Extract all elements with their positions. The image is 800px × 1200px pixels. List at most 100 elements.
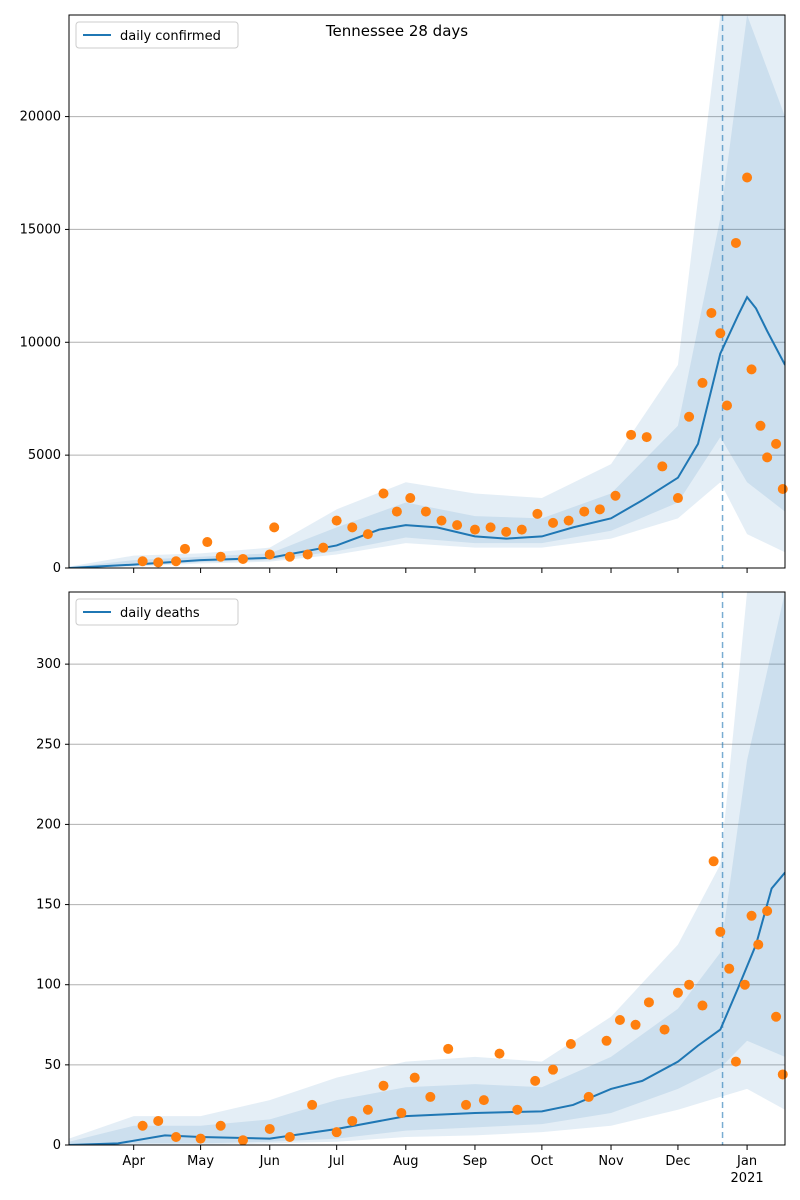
- data-point: [684, 979, 695, 990]
- data-point: [594, 504, 605, 515]
- figure-title: Tennessee 28 days: [325, 22, 468, 40]
- data-point: [708, 856, 719, 867]
- data-point: [512, 1104, 523, 1115]
- y-tick-label: 50: [44, 1058, 61, 1073]
- x-tick-label: Sep: [463, 1154, 488, 1169]
- data-point: [362, 529, 373, 540]
- data-point: [378, 1080, 389, 1091]
- data-point: [626, 429, 637, 440]
- data-point: [777, 1069, 788, 1080]
- y-tick-label: 100: [36, 978, 61, 993]
- x-tick-label: Apr: [122, 1154, 145, 1169]
- data-point: [730, 237, 741, 248]
- y-tick-label: 0: [53, 1138, 61, 1153]
- data-point: [742, 172, 753, 183]
- y-tick-label: 20000: [20, 110, 61, 125]
- plot-frame: [68, 14, 786, 569]
- y-tick-label: 5000: [28, 448, 61, 463]
- data-point: [659, 1024, 670, 1035]
- legend-label: daily deaths: [120, 606, 200, 621]
- data-point: [706, 307, 717, 318]
- data-point: [307, 1099, 318, 1110]
- data-point: [697, 1000, 708, 1011]
- data-point: [724, 963, 735, 974]
- data-point: [762, 452, 773, 463]
- data-point: [563, 515, 574, 526]
- data-point: [614, 1014, 625, 1025]
- data-point: [153, 1115, 164, 1126]
- x-tick-label: Nov: [598, 1154, 624, 1169]
- data-point: [420, 506, 431, 517]
- data-point: [610, 490, 621, 501]
- data-point: [641, 432, 652, 443]
- x-tick-label: Oct: [531, 1154, 553, 1169]
- data-point: [715, 328, 726, 339]
- data-point: [391, 506, 402, 517]
- data-point: [684, 411, 695, 422]
- data-point: [771, 1011, 782, 1022]
- legend-box: [75, 598, 239, 626]
- x-tick-label: Dec: [665, 1154, 690, 1169]
- data-point: [530, 1075, 541, 1086]
- y-tick-label: 10000: [20, 335, 61, 350]
- data-point: [771, 438, 782, 449]
- y-tick-label: 0: [53, 561, 61, 576]
- data-point: [215, 1120, 226, 1131]
- data-point: [331, 1127, 342, 1138]
- data-point: [532, 508, 543, 519]
- data-point: [777, 484, 788, 494]
- data-point: [202, 537, 213, 548]
- data-point: [179, 543, 190, 554]
- data-point: [643, 997, 654, 1008]
- confirmed-chart-panel: 0 5000 10000 15000 20000 daily confirmed: [20, 14, 788, 576]
- data-point: [516, 524, 527, 535]
- data-point: [405, 493, 416, 504]
- data-point: [237, 553, 248, 564]
- data-point: [347, 1115, 358, 1126]
- data-point: [436, 515, 447, 526]
- y-tick-label: 15000: [20, 222, 61, 237]
- data-point: [583, 1091, 594, 1102]
- data-point: [762, 905, 773, 916]
- data-point: [548, 1064, 559, 1075]
- data-point: [425, 1091, 436, 1102]
- data-point: [672, 987, 683, 998]
- data-point: [478, 1095, 489, 1106]
- data-point: [378, 488, 389, 499]
- series-line: [69, 295, 785, 568]
- data-point: [501, 526, 512, 537]
- data-point: [409, 1072, 420, 1083]
- data-point: [746, 364, 757, 375]
- data-point: [264, 1123, 275, 1134]
- data-point: [171, 1131, 182, 1142]
- data-point: [494, 1048, 505, 1059]
- data-point: [237, 1135, 248, 1146]
- data-point: [657, 461, 668, 472]
- data-point: [755, 420, 766, 431]
- data-point: [746, 910, 757, 921]
- data-point: [171, 556, 182, 567]
- x-tick-label: May: [187, 1154, 214, 1169]
- data-point: [469, 524, 480, 535]
- data-point: [137, 1120, 148, 1131]
- uncertainty-band-1: [69, 592, 785, 1145]
- data-point: [753, 939, 764, 950]
- x-tick-label: Jun: [259, 1154, 280, 1169]
- data-point: [264, 549, 275, 560]
- x-tick-label: Jul: [328, 1154, 345, 1169]
- data-point: [548, 517, 559, 528]
- x-tick-label: Jan: [736, 1154, 757, 1169]
- data-point: [215, 551, 226, 562]
- plot-frame: [68, 591, 786, 1146]
- data-point: [284, 1131, 295, 1142]
- data-point: [485, 522, 496, 533]
- x-tick-sublabel: 2021: [731, 1171, 764, 1186]
- data-point: [579, 506, 590, 517]
- data-point: [565, 1039, 576, 1050]
- data-point: [362, 1104, 373, 1115]
- data-point: [730, 1056, 741, 1067]
- data-point: [443, 1043, 454, 1054]
- deaths-chart-panel: 0 50 100 150 200 250 300 Apr May Jun Jul Aug Sep Oct N…: [36, 591, 788, 1186]
- data-point: [269, 522, 280, 533]
